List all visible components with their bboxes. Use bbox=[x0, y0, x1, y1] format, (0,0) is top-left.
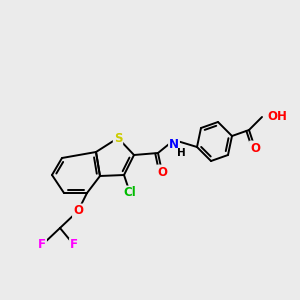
Text: S: S bbox=[114, 131, 122, 145]
Text: Cl: Cl bbox=[124, 187, 136, 200]
Text: OH: OH bbox=[267, 110, 287, 124]
Text: N: N bbox=[169, 139, 179, 152]
Text: F: F bbox=[38, 238, 46, 251]
Text: F: F bbox=[70, 238, 78, 251]
Text: O: O bbox=[73, 205, 83, 218]
Text: O: O bbox=[250, 142, 260, 154]
Text: H: H bbox=[177, 148, 185, 158]
Text: O: O bbox=[157, 166, 167, 178]
